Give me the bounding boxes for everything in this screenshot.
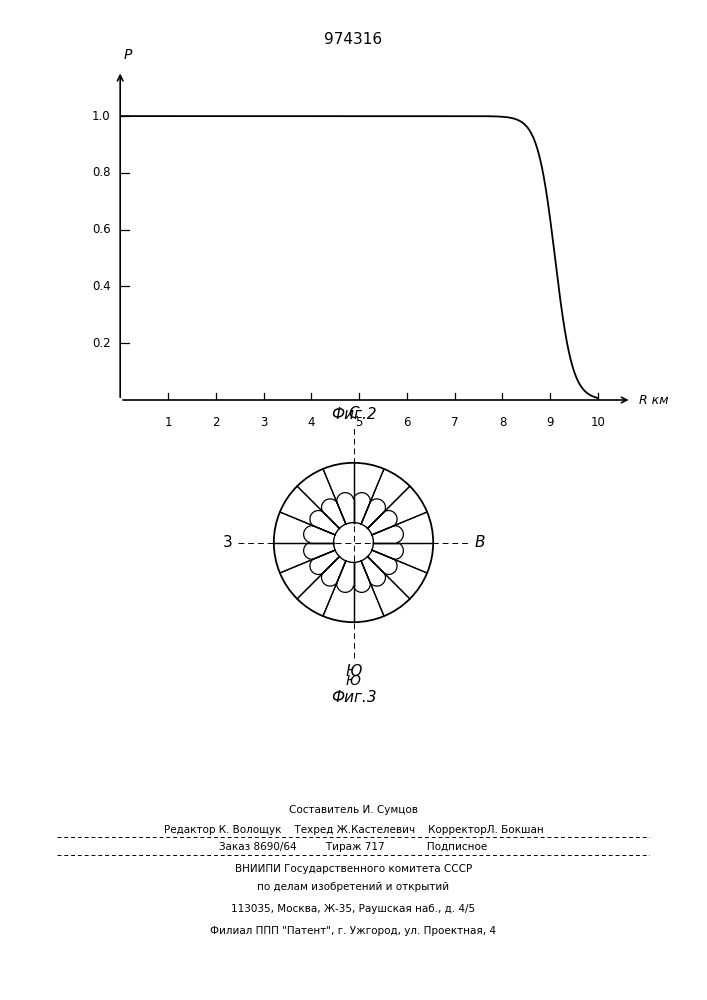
Text: 0.2: 0.2 — [92, 337, 110, 350]
Text: по делам изобретений и открытий: по делам изобретений и открытий — [257, 882, 450, 892]
Text: Редактор К. Волощук    Техред Ж.Кастелевич    КорректорЛ. Бокшан: Редактор К. Волощук Техред Ж.Кастелевич … — [163, 825, 544, 835]
Text: 7: 7 — [451, 416, 458, 429]
Text: 1: 1 — [164, 416, 172, 429]
Text: 974316: 974316 — [325, 32, 382, 47]
Text: Заказ 8690/64         Тираж 717             Подписное: Заказ 8690/64 Тираж 717 Подписное — [219, 842, 488, 852]
Text: Филиал ППП "Патент", г. Ужгород, ул. Проектная, 4: Филиал ППП "Патент", г. Ужгород, ул. Про… — [211, 926, 496, 936]
Text: 2: 2 — [212, 416, 219, 429]
Text: 5: 5 — [356, 416, 363, 429]
Text: 3: 3 — [223, 535, 233, 550]
Text: 1.0: 1.0 — [92, 110, 110, 123]
Text: B: B — [474, 535, 485, 550]
Text: 0.8: 0.8 — [92, 166, 110, 179]
Text: 6: 6 — [403, 416, 411, 429]
Text: P: P — [123, 48, 132, 62]
Text: Составитель И. Сумцов: Составитель И. Сумцов — [289, 805, 418, 815]
Text: Фиг.2: Фиг.2 — [331, 407, 376, 422]
Text: Ю: Ю — [345, 664, 362, 679]
Text: 113035, Москва, Ж-35, Раушская наб., д. 4/5: 113035, Москва, Ж-35, Раушская наб., д. … — [231, 904, 476, 914]
Text: 0.6: 0.6 — [92, 223, 110, 236]
Text: 8: 8 — [499, 416, 506, 429]
Text: 9: 9 — [547, 416, 554, 429]
Text: 4: 4 — [308, 416, 315, 429]
Text: Ю: Ю — [346, 674, 361, 688]
Text: ВНИИПИ Государственного комитета СССР: ВНИИПИ Государственного комитета СССР — [235, 864, 472, 874]
Text: 3: 3 — [260, 416, 267, 429]
Text: 10: 10 — [590, 416, 605, 429]
Text: Фиг.3: Фиг.3 — [331, 690, 376, 705]
Text: C: C — [348, 406, 359, 421]
Text: 0.4: 0.4 — [92, 280, 110, 293]
Text: R км: R км — [638, 393, 668, 406]
